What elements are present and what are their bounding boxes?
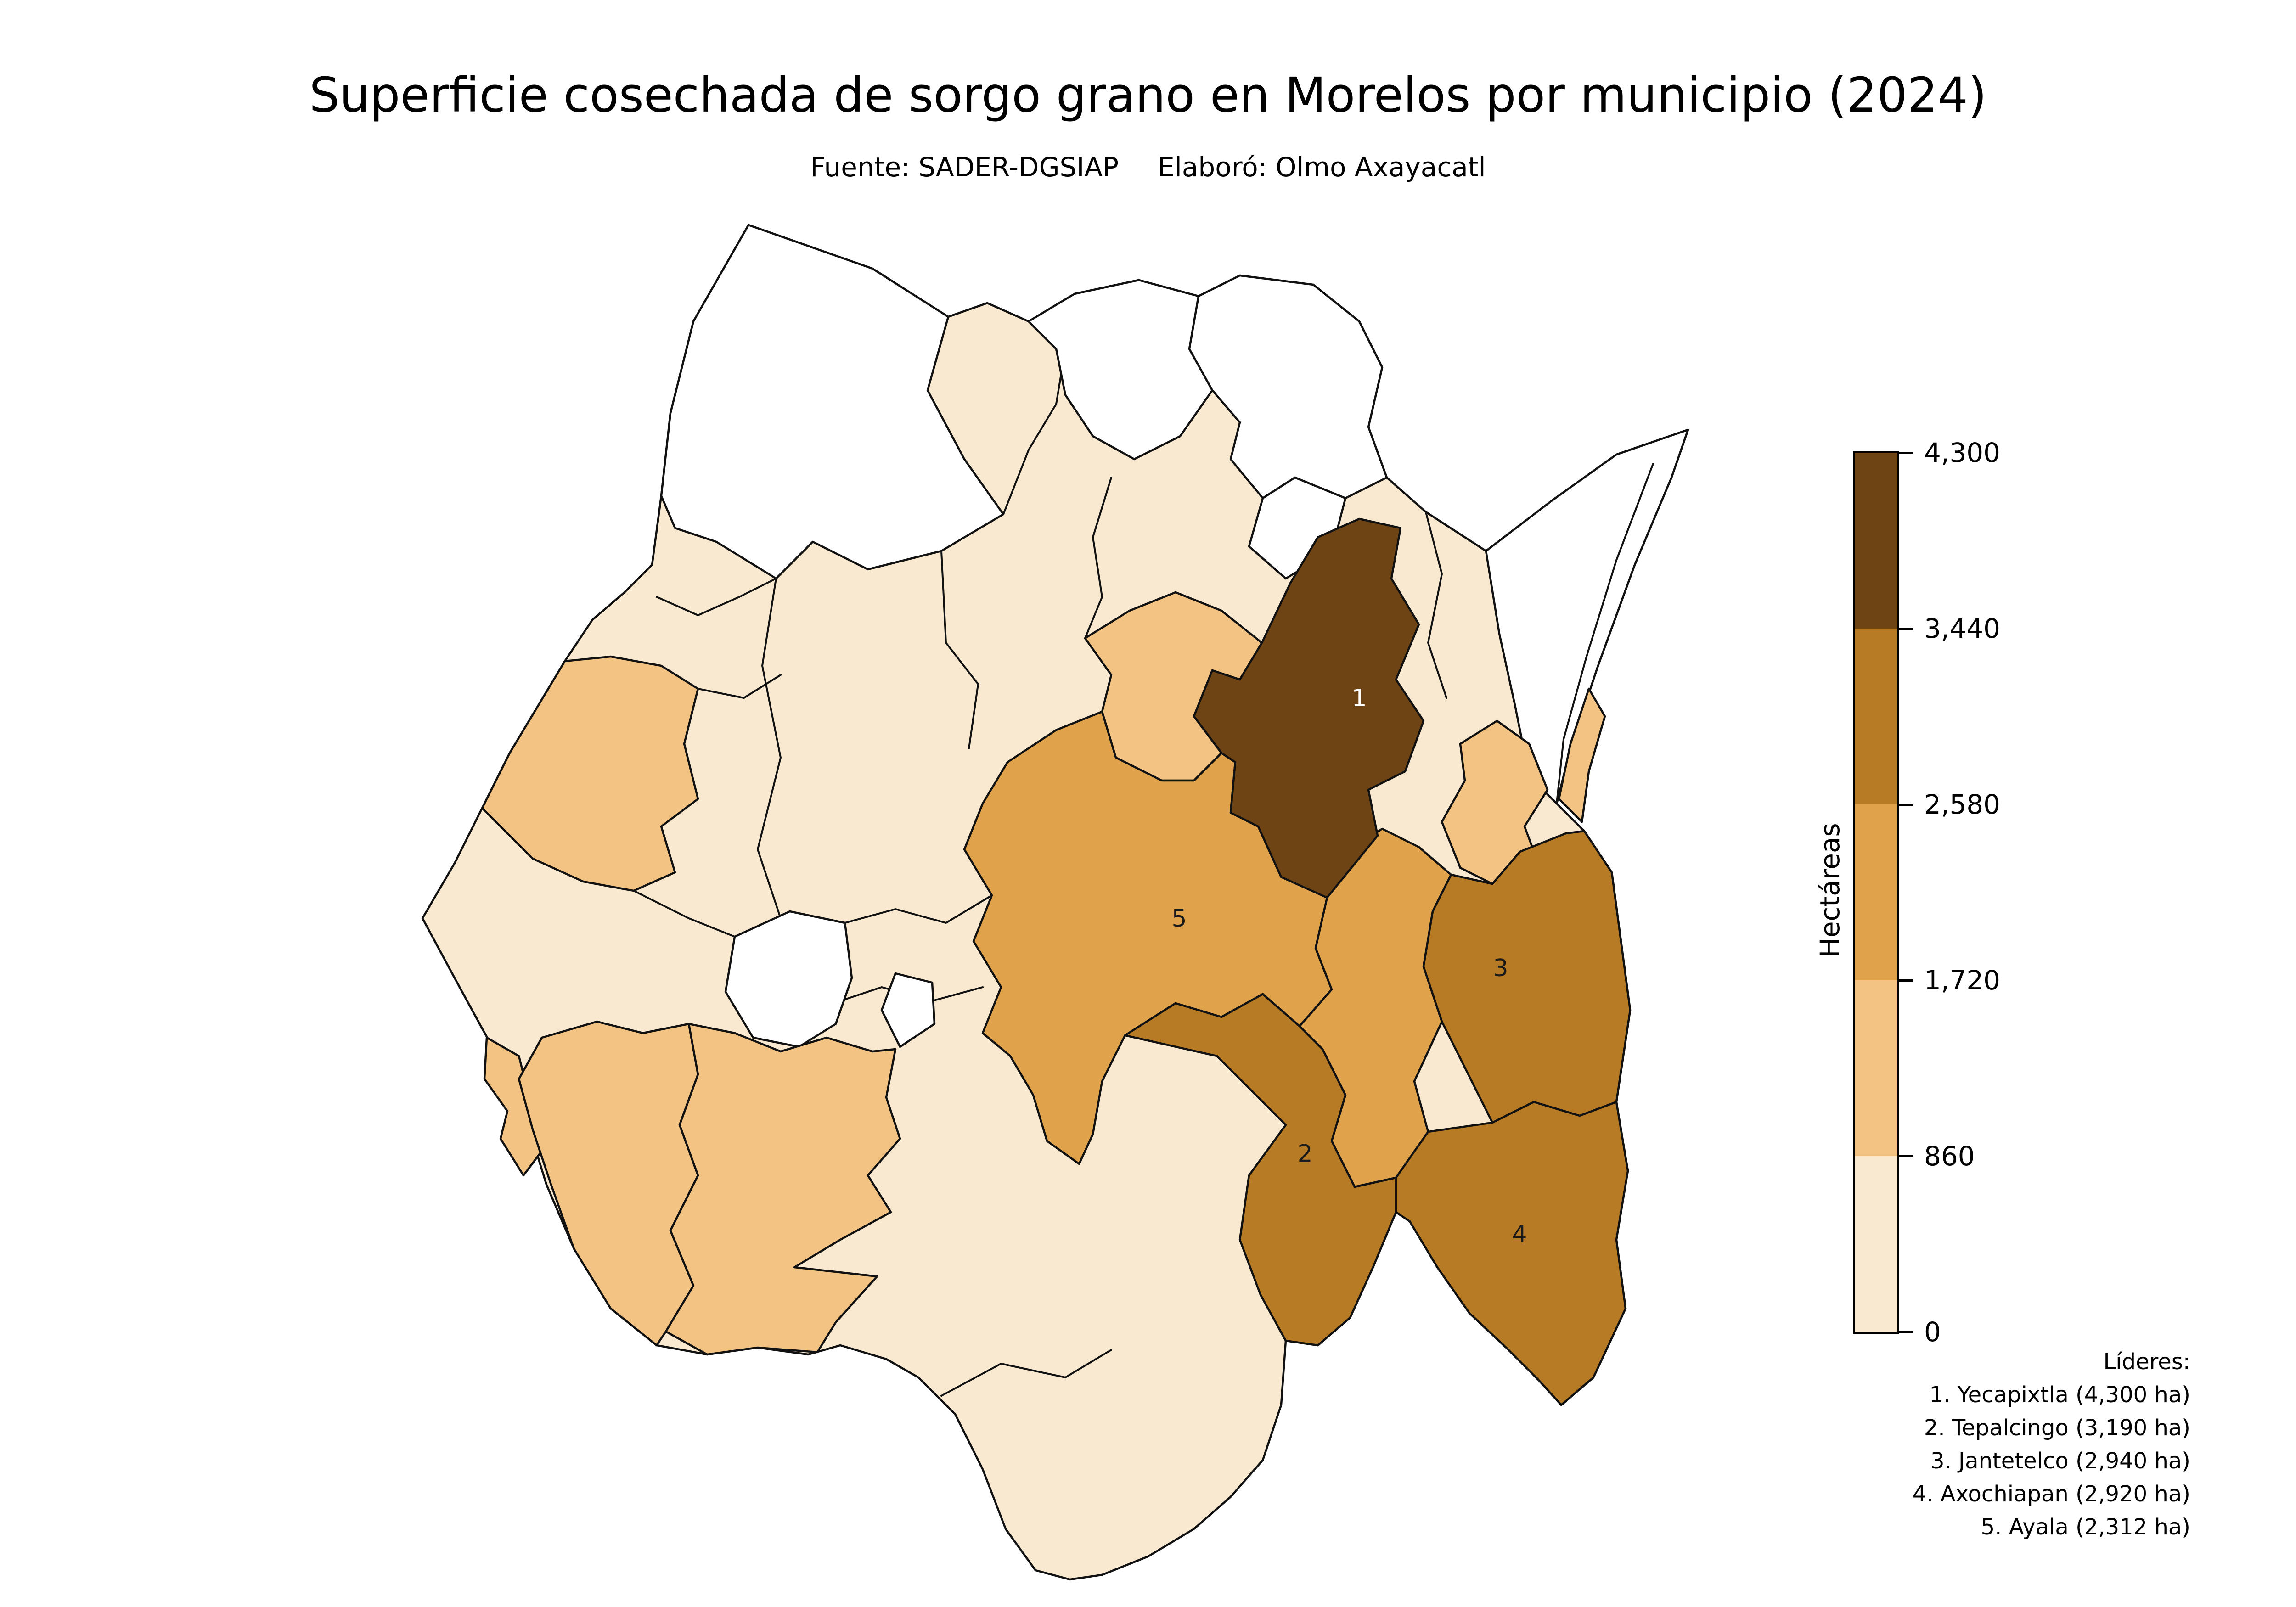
chart-subtitle: Fuente: SADER-DGSIAP Elaboró: Olmo Axayac… <box>0 152 2296 184</box>
colorbar: 4,300 3,440 2,580 1,720 860 0 <box>1853 437 2000 1348</box>
leaders-item-5: 5. Ayala (2,312 ha) <box>1981 1514 2190 1540</box>
colorbar-tick <box>1899 628 1913 630</box>
colorbar-segment-4 <box>1855 453 1897 629</box>
colorbar-segment-3 <box>1855 629 1897 804</box>
leaders-item-3: 3. Jantetelco (2,940 ha) <box>1930 1448 2190 1474</box>
colorbar-tick <box>1899 1155 1913 1157</box>
colorbar-segment-0 <box>1855 1156 1897 1332</box>
municipality-no-data-huitzilac <box>660 224 1005 580</box>
colorbar-tick-label: 1,720 <box>1924 965 2001 996</box>
colorbar-axis-label: Hectáreas <box>1814 823 1846 958</box>
colorbar-tick <box>1899 1331 1913 1333</box>
municipality-no-data-north-a <box>1027 279 1214 461</box>
colorbar-tick-label: 860 <box>1924 1141 1975 1172</box>
colorbar-tick <box>1899 452 1913 454</box>
colorbar-tick-label: 2,580 <box>1924 789 2001 820</box>
subtitle-source: Fuente: SADER-DGSIAP <box>810 152 1119 183</box>
region-label-2: 2 <box>1297 1140 1312 1168</box>
region-label-1: 1 <box>1351 685 1367 712</box>
leaders-list: Líderes: 1. Yecapixtla (4,300 ha) 2. Tep… <box>1913 1345 2190 1544</box>
chart-title: Superficie cosechada de sorgo grano en M… <box>309 67 1987 123</box>
leaders-item-2: 2. Tepalcingo (3,190 ha) <box>1924 1415 2190 1441</box>
municipality-mid-low-northwest <box>481 655 699 892</box>
region-label-3: 3 <box>1493 955 1508 982</box>
municipality-no-data-northeast-sliver <box>1485 428 1689 805</box>
municipality-yecapixtla <box>1193 517 1425 899</box>
municipality-axochiapan <box>1395 1101 1629 1406</box>
region-label-5: 5 <box>1171 905 1187 933</box>
municipality-jantetelco <box>1422 830 1632 1124</box>
colorbar-tick-label: 3,440 <box>1924 613 2001 644</box>
leaders-item-1: 1. Yecapixtla (4,300 ha) <box>1929 1382 2190 1408</box>
leaders-title: Líderes: <box>2103 1349 2190 1375</box>
region-label-4: 4 <box>1512 1221 1527 1248</box>
municipality-no-data-central-b <box>880 972 936 1048</box>
colorbar-tick-label: 0 <box>1924 1316 1941 1348</box>
colorbar-segment-2 <box>1855 804 1897 980</box>
municipality-mid-low-east-b <box>1558 687 1606 823</box>
municipality-mid-low-southwest-b <box>664 1023 901 1356</box>
municipality-no-data-central <box>724 910 853 1048</box>
leaders-item-4: 4. Axochiapan (2,920 ha) <box>1912 1481 2190 1507</box>
sliver-inner-border <box>1556 463 1654 804</box>
colorbar-tick <box>1899 979 1913 982</box>
colorbar-tick <box>1899 804 1913 806</box>
colorbar-segment-1 <box>1855 980 1897 1156</box>
subtitle-author: Elaboró: Olmo Axayacatl <box>1158 152 1486 183</box>
colorbar-tick-label: 4,300 <box>1924 437 2001 468</box>
